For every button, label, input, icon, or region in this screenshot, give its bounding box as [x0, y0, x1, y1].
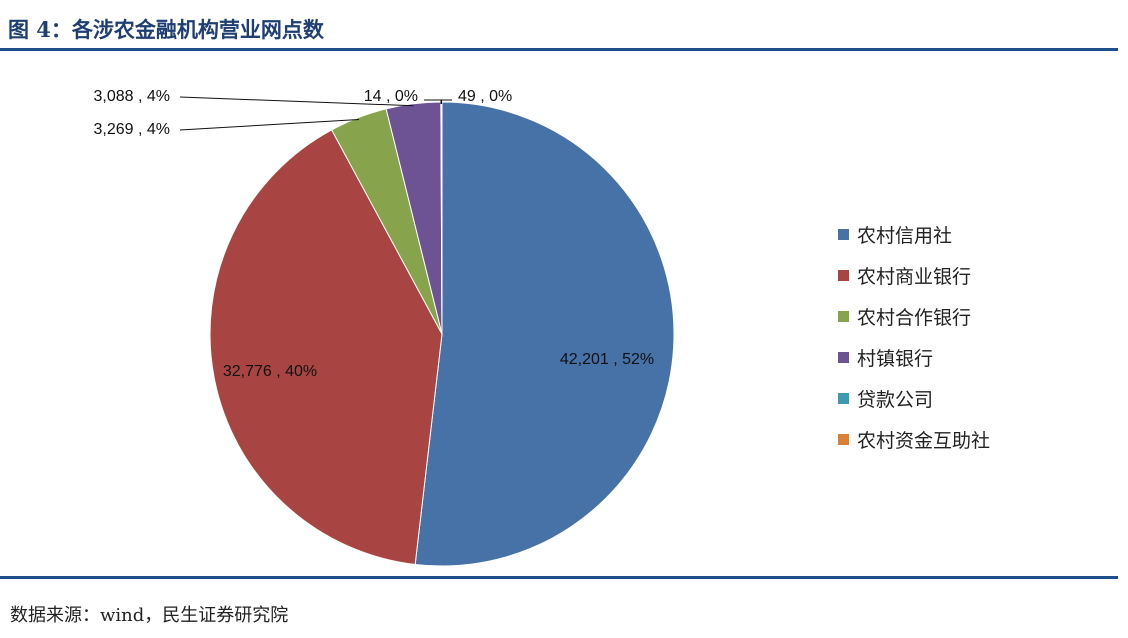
legend-item-6: 农村资金互助社 [838, 419, 990, 460]
data-label-6: 49 , 0% [458, 88, 512, 105]
pie-slice-1 [414, 101, 675, 567]
legend-swatch [838, 393, 849, 404]
leader-line-4 [179, 96, 414, 107]
leader-line-3 [179, 119, 359, 131]
legend-label: 农村信用社 [857, 225, 953, 247]
legend-item-3: 农村合作银行 [838, 296, 990, 337]
leader-line-5 [424, 99, 442, 105]
legend-label: 农村合作银行 [857, 307, 972, 329]
legend-swatch [838, 434, 849, 445]
pie-slice-2 [209, 129, 443, 565]
legend-item-2: 农村商业银行 [838, 255, 990, 296]
legend-item-4: 村镇银行 [838, 337, 990, 378]
legend-item-1: 农村信用社 [838, 214, 990, 255]
data-label-1: 42,201 , 52% [560, 351, 654, 368]
legend-label: 村镇银行 [857, 348, 934, 370]
data-label-5: 14 , 0% [364, 88, 418, 105]
legend-swatch [838, 311, 849, 322]
legend-label: 农村资金互助社 [857, 430, 991, 452]
data-label-2: 32,776 , 40% [223, 363, 317, 380]
bottom-divider [0, 576, 1118, 579]
legend-label: 贷款公司 [857, 389, 934, 411]
figure-title: 图 4：各涉农金融机构营业网点数 [8, 17, 324, 42]
chart-legend: 农村信用社农村商业银行 农村合作银行 村镇银行贷款公司农村资金互助社 [838, 214, 990, 460]
legend-swatch [838, 270, 849, 281]
leader-line-6 [441, 99, 452, 105]
legend-swatch [838, 229, 849, 240]
data-label-4: 3,088 , 4% [94, 88, 171, 105]
source-note: 数据来源：wind，民生证券研究院 [10, 605, 289, 626]
legend-swatch [838, 352, 849, 363]
legend-label: 农村商业银行 [857, 266, 972, 288]
top-divider [0, 48, 1118, 51]
legend-item-5: 贷款公司 [838, 378, 990, 419]
data-label-3: 3,269 , 4% [94, 121, 171, 138]
